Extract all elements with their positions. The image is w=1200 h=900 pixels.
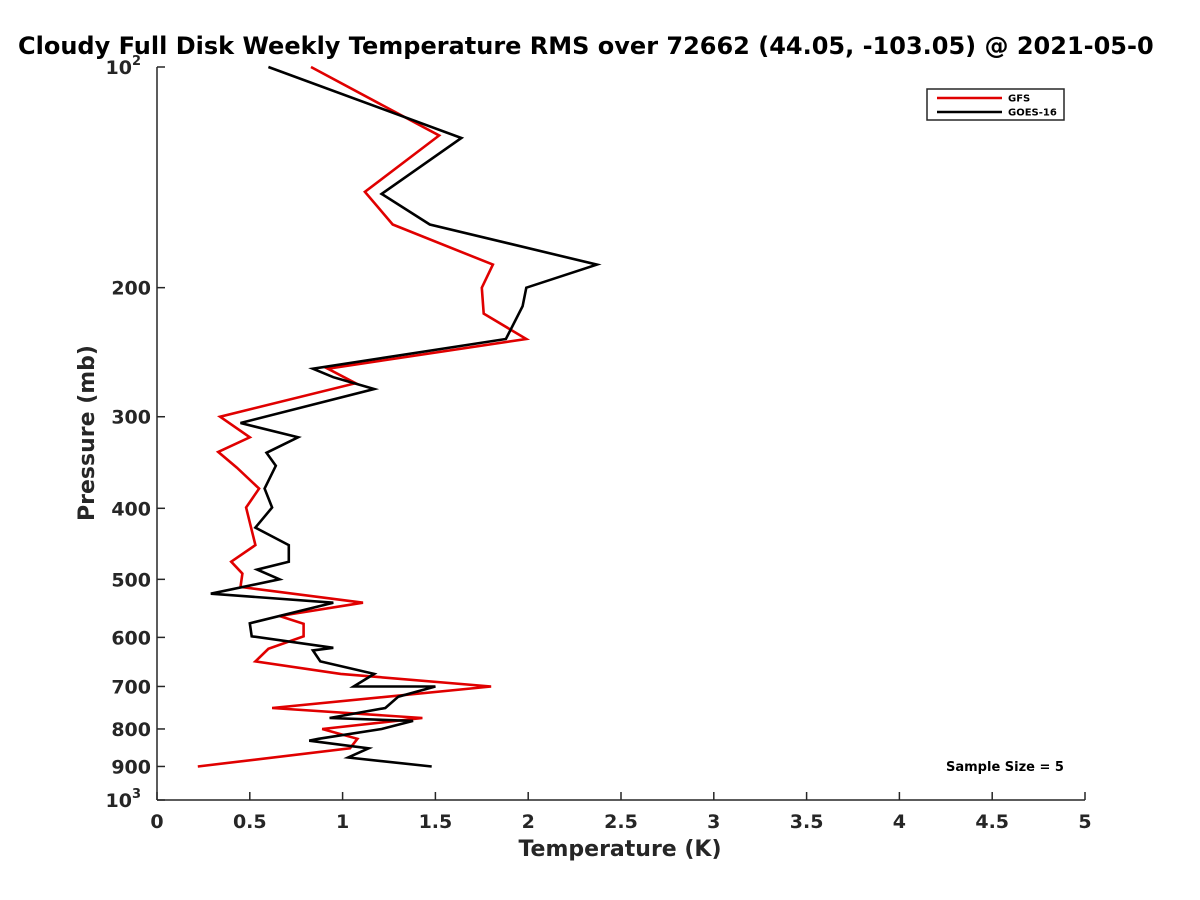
x-tick-label: 0.5 [233,811,267,833]
x-axis-label: Temperature (K) [518,837,721,862]
x-tick-label: 4 [893,811,906,833]
x-ticks: 0 0.5 1 1.5 2 2.5 3 3.5 4 4.5 5 [150,792,1092,833]
y-tick-label: 800 [111,719,151,741]
x-tick-label: 1 [336,811,349,833]
x-tick-label: 3 [707,811,720,833]
y-axis-label: Pressure (mb) [75,345,100,521]
chart-title: Cloudy Full Disk Weekly Temperature RMS … [18,32,1154,60]
legend-box [926,88,1065,121]
sample-size-annotation: Sample Size = 5 [946,760,1064,775]
x-tick-label: 1.5 [419,811,453,833]
y-tick-label: 900 [111,756,151,778]
y-tick-label: 500 [111,569,151,591]
y-tick-label: 600 [111,627,151,649]
series-line-gfs [197,65,531,768]
legend-label: GOES-16 [1008,108,1057,119]
legend: GFS GOES-16 [926,88,1065,121]
x-tick-label: 2.5 [604,811,638,833]
y-tick-label: 700 [111,676,151,698]
x-tick-label: 0 [150,811,163,833]
x-tick-label: 4.5 [975,811,1009,833]
legend-label: GFS [1008,94,1030,105]
y-tick-label: 400 [111,498,151,520]
x-tick-label: 2 [522,811,535,833]
series-lines [197,65,602,768]
series-line-goes-16 [210,65,602,768]
y-tick-label: 200 [111,278,151,300]
x-tick-label: 3.5 [790,811,824,833]
y-tick-label: 300 [111,407,151,429]
x-tick-label: 5 [1078,811,1091,833]
